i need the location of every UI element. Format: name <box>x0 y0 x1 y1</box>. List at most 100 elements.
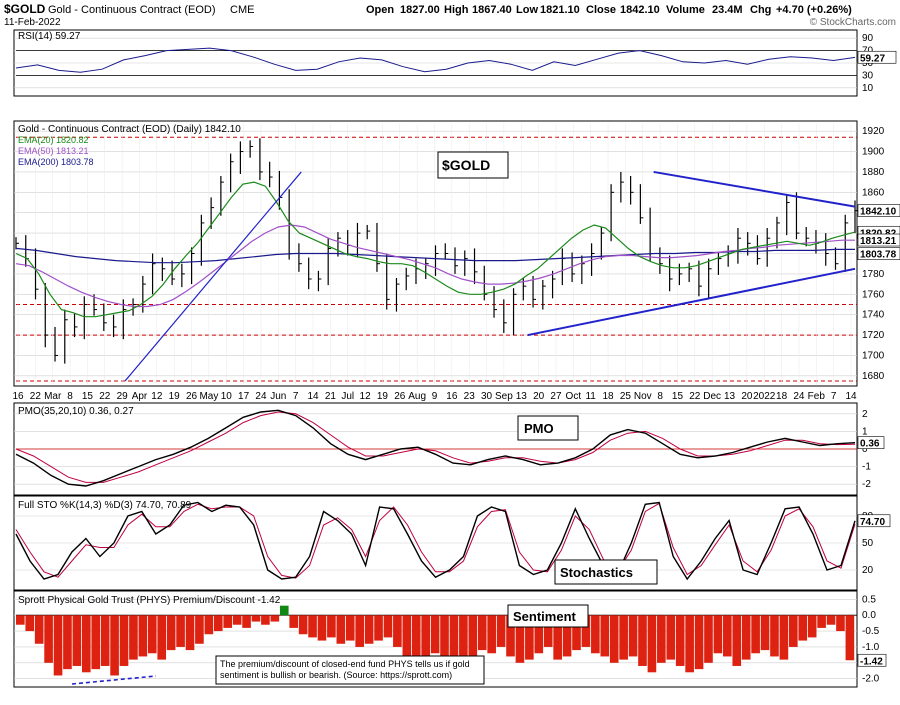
x-axis-label: 14 <box>307 391 319 402</box>
x-axis-label: 12 <box>151 391 163 402</box>
close-value: 1842.10 <box>620 4 660 16</box>
sentiment-bar <box>600 615 610 657</box>
sentiment-bar <box>25 615 35 632</box>
sentiment-bar <box>53 615 63 676</box>
x-axis-label: Apr <box>132 391 148 402</box>
sentiment-bar <box>100 615 110 666</box>
pmo-last-value-box <box>857 436 885 449</box>
sentiment-bar <box>779 615 789 660</box>
sentiment-bar <box>195 615 204 644</box>
price-tag-box <box>857 204 900 217</box>
sentiment-bar <box>129 615 138 660</box>
sentiment-bar <box>675 615 685 666</box>
sentiment-bar <box>176 615 185 647</box>
price-y-tick: 1920 <box>862 126 885 137</box>
x-axis-label: 7 <box>293 391 299 402</box>
price-y-tick: 1780 <box>862 269 885 280</box>
sentiment-y-tick: -1.0 <box>862 642 880 653</box>
pmo-title: PMO(35,20,10) 0.36, 0.27 <box>18 406 134 417</box>
x-axis-label: 7 <box>831 391 837 402</box>
sentiment-note-line1: The premium/discount of closed-end fund … <box>220 659 470 669</box>
price-y-tick: 1880 <box>862 167 885 178</box>
x-axis-label: 24 <box>793 391 805 402</box>
x-axis-label: 14 <box>845 391 857 402</box>
price-tag-box <box>857 247 900 260</box>
sentiment-bar <box>836 615 845 632</box>
x-axis-label: 15 <box>82 391 94 402</box>
sentiment-bar <box>430 615 440 654</box>
price-y-tick: 1740 <box>862 310 885 321</box>
x-axis-label: 2022 <box>753 391 776 402</box>
sentiment-bar <box>553 615 562 660</box>
chg-label: Chg <box>750 4 771 16</box>
x-axis-label: 16 <box>446 391 458 402</box>
x-axis-label: 23 <box>464 391 476 402</box>
sentiment-bar <box>317 615 327 641</box>
x-axis-label: 13 <box>724 391 736 402</box>
rsi-y-tick: 30 <box>862 70 874 81</box>
trendline <box>527 267 856 337</box>
sentiment-bar <box>449 615 459 663</box>
sentiment-bar <box>327 615 336 638</box>
price-y-tick: 1680 <box>862 371 885 382</box>
sentiment-y-tick: 0.5 <box>862 594 876 605</box>
sentiment-bar <box>393 615 402 647</box>
sentiment-bar <box>789 615 798 647</box>
contract-name: Gold - Continuous Contract (EOD) <box>48 4 216 16</box>
x-axis-label: 22 <box>689 391 701 402</box>
sentiment-bar <box>242 615 251 628</box>
price-y-tick: 1760 <box>862 289 885 300</box>
sentiment-bar <box>817 615 826 628</box>
x-axis-label: 10 <box>221 391 233 402</box>
x-axis-label: 8 <box>67 391 73 402</box>
x-axis-label: 19 <box>377 391 389 402</box>
sto-d-line <box>15 502 856 579</box>
x-axis-label: 11 <box>585 391 596 402</box>
x-axis-label: 18 <box>776 391 788 402</box>
sentiment-bar <box>204 615 214 635</box>
sentiment-annotation-box <box>507 604 589 628</box>
sentiment-trendline <box>71 675 157 685</box>
exchange-label: CME <box>230 4 254 16</box>
sentiment-bar <box>374 615 383 641</box>
x-axis-label: 30 <box>481 391 493 402</box>
sentiment-bar <box>770 615 779 657</box>
sto-title: Full STO %K(14,3) %D(3) 74.70, 70.89 <box>18 500 192 511</box>
x-axis-label: 12 <box>360 391 372 402</box>
sentiment-bar <box>572 615 581 651</box>
x-axis-label: 15 <box>672 391 684 402</box>
trendline <box>653 170 856 208</box>
sentiment-bar <box>411 615 421 663</box>
x-axis-label: 18 <box>602 391 614 402</box>
ema20-line <box>15 181 856 318</box>
sentiment-bar <box>826 615 836 625</box>
sentiment-bar <box>81 615 91 673</box>
sentiment-bar <box>581 615 591 647</box>
sentiment-bar <box>213 615 223 632</box>
volume-label: Volume <box>666 4 705 16</box>
sentiment-bar <box>534 615 544 654</box>
sentiment-bar <box>232 615 242 625</box>
sentiment-y-tick: -2.0 <box>862 674 880 685</box>
sentiment-bar <box>732 615 742 666</box>
sentiment-bar <box>609 615 619 663</box>
sentiment-bar <box>383 615 393 638</box>
symbol-title: $GOLD <box>4 2 46 16</box>
chg-value: +4.70 (+0.26%) <box>776 4 852 16</box>
rsi-last-value-box <box>857 50 897 64</box>
pmo-y-tick: 0 <box>862 444 868 455</box>
sentiment-bar <box>713 615 723 654</box>
x-axis-label: 21 <box>325 391 337 402</box>
x-axis-label: 16 <box>12 391 24 402</box>
pmo-y-tick: 2 <box>862 409 868 420</box>
rsi-title: RSI(14) 59.27 <box>18 31 81 42</box>
sentiment-bar <box>345 615 355 641</box>
sentiment-bar <box>289 615 299 628</box>
sentiment-bar <box>741 615 751 660</box>
sentiment-bar <box>807 615 817 638</box>
sentiment-bar <box>543 615 553 647</box>
sentiment-bar <box>270 615 280 622</box>
x-axis-label: 17 <box>238 391 250 402</box>
pmo-annotation-box <box>517 415 579 441</box>
rsi-line <box>15 47 856 73</box>
